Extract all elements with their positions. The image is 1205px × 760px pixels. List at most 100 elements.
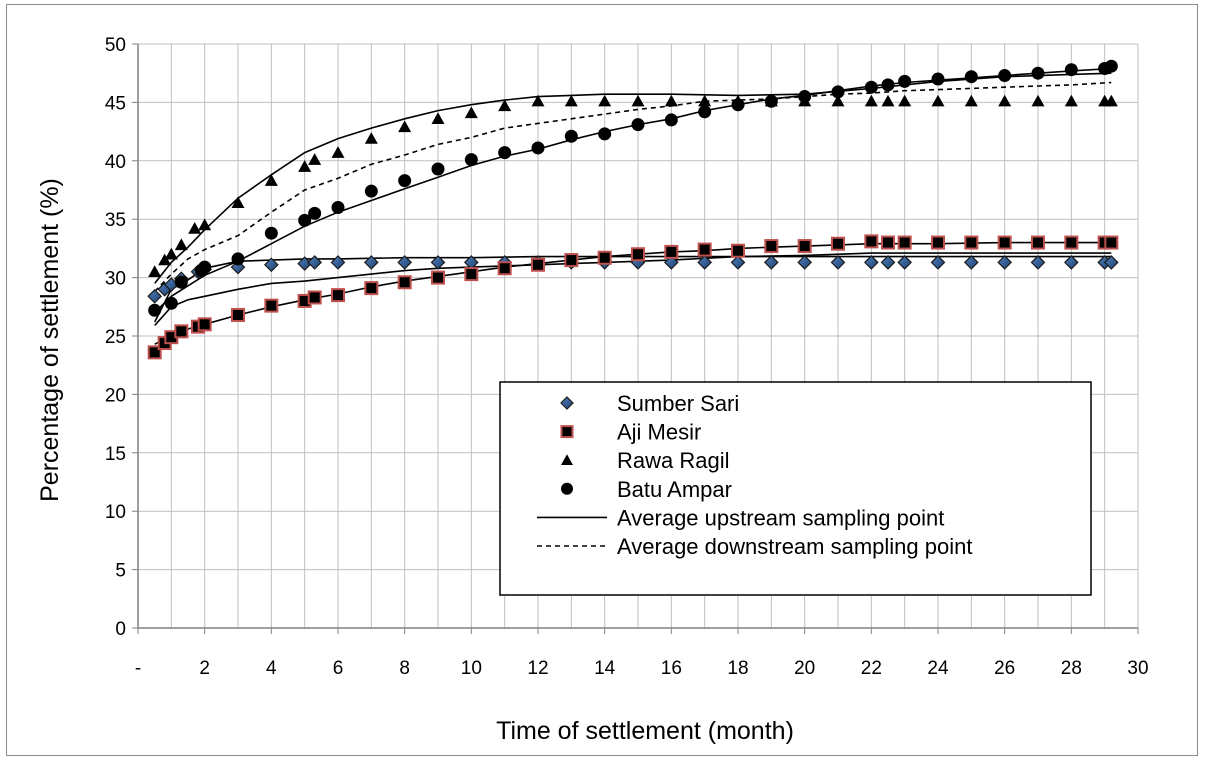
data-point-batu-ampar bbox=[531, 141, 545, 155]
data-point-aji-mesir bbox=[264, 298, 279, 313]
data-point-sumber-sari bbox=[897, 255, 913, 270]
x-tick-label: 20 bbox=[794, 658, 815, 679]
legend: Sumber Sari Aji Mesir Rawa Ragil Batu Ampar… bbox=[499, 381, 1092, 596]
data-point-batu-ampar bbox=[998, 69, 1012, 83]
data-point-batu-ampar bbox=[264, 226, 278, 240]
data-point-batu-ampar bbox=[931, 72, 945, 86]
legend-label-sumber-sari: Sumber Sari bbox=[617, 391, 739, 416]
data-point-batu-ampar bbox=[631, 118, 645, 132]
data-point-rawa-ragil bbox=[881, 94, 895, 107]
y-tick-label: 50 bbox=[105, 35, 126, 56]
data-point-batu-ampar bbox=[148, 303, 162, 317]
data-point-batu-ampar bbox=[431, 162, 445, 176]
x-tick-label: 4 bbox=[266, 658, 277, 679]
data-point-rawa-ragil bbox=[164, 247, 178, 260]
x-tick-label: - bbox=[135, 658, 141, 679]
y-tick-label: 30 bbox=[105, 269, 126, 290]
data-point-aji-mesir bbox=[881, 235, 895, 250]
data-point-rawa-ragil bbox=[431, 112, 445, 124]
data-point-aji-mesir bbox=[197, 317, 212, 332]
data-point-rawa-ragil bbox=[231, 196, 245, 209]
data-point-aji-mesir bbox=[664, 244, 679, 259]
y-tick-label: 40 bbox=[105, 152, 126, 173]
data-point-rawa-ragil bbox=[498, 99, 512, 112]
data-point-sumber-sari bbox=[997, 255, 1013, 270]
y-tick-label: 35 bbox=[105, 210, 126, 231]
data-point-sumber-sari bbox=[1063, 255, 1079, 270]
data-point-rawa-ragil bbox=[864, 94, 878, 107]
data-point-aji-mesir bbox=[1104, 235, 1119, 250]
data-point-rawa-ragil bbox=[158, 253, 172, 266]
data-point-rawa-ragil bbox=[531, 94, 545, 107]
data-point-batu-ampar bbox=[564, 129, 578, 143]
data-point-rawa-ragil bbox=[1064, 94, 1078, 107]
x-tick-label: 16 bbox=[661, 658, 682, 679]
data-point-rawa-ragil bbox=[898, 94, 912, 107]
data-point-sumber-sari bbox=[697, 255, 713, 270]
data-point-batu-ampar bbox=[664, 113, 678, 127]
series-line-trend-6 bbox=[153, 255, 1112, 323]
data-point-batu-ampar bbox=[698, 105, 712, 119]
data-point-batu-ampar bbox=[231, 252, 245, 266]
y-axis-title: Percentage of settlement (%) bbox=[36, 178, 64, 502]
data-point-aji-mesir bbox=[431, 270, 445, 285]
data-point-aji-mesir bbox=[497, 261, 512, 276]
data-point-aji-mesir bbox=[331, 288, 345, 303]
data-point-sumber-sari bbox=[307, 255, 323, 270]
data-point-sumber-sari bbox=[363, 255, 379, 270]
data-point-batu-ampar bbox=[498, 146, 512, 160]
data-point-rawa-ragil bbox=[931, 94, 945, 107]
data-point-rawa-ragil bbox=[264, 174, 278, 186]
data-point-aji-mesir bbox=[964, 235, 979, 250]
legend-box bbox=[499, 381, 1092, 596]
data-point-batu-ampar bbox=[764, 94, 778, 108]
data-point-batu-ampar bbox=[198, 260, 212, 274]
axes bbox=[132, 43, 1139, 634]
data-point-batu-ampar bbox=[798, 90, 812, 104]
y-tick-label: 0 bbox=[115, 619, 126, 640]
data-point-sumber-sari bbox=[763, 255, 779, 270]
data-point-sumber-sari bbox=[830, 255, 846, 270]
data-point-sumber-sari bbox=[1103, 255, 1119, 270]
data-point-rawa-ragil bbox=[664, 94, 678, 107]
y-tick-label: 5 bbox=[115, 561, 126, 582]
data-point-rawa-ragil bbox=[1031, 94, 1045, 107]
data-point-batu-ampar bbox=[598, 127, 612, 141]
legend-label-aji-mesir: Aji Mesir bbox=[617, 420, 701, 445]
data-point-sumber-sari bbox=[1030, 255, 1046, 270]
data-point-aji-mesir bbox=[464, 267, 479, 282]
x-tick-label: 2 bbox=[199, 658, 210, 679]
series-line-average-upstream-sampling-point bbox=[154, 252, 1112, 327]
data-point-rawa-ragil bbox=[1104, 94, 1118, 107]
x-tick-label: 22 bbox=[861, 658, 882, 679]
x-tick-label: 6 bbox=[333, 658, 344, 679]
data-point-aji-mesir bbox=[731, 243, 745, 258]
data-point-aji-mesir bbox=[364, 281, 379, 296]
data-point-batu-ampar bbox=[298, 213, 312, 227]
data-point-batu-ampar bbox=[331, 201, 345, 215]
legend-marker-batu-ampar bbox=[561, 482, 573, 495]
y-tick-label: 10 bbox=[105, 502, 126, 523]
data-point-rawa-ragil bbox=[598, 94, 612, 107]
data-point-aji-mesir bbox=[931, 235, 945, 250]
data-point-batu-ampar bbox=[731, 98, 745, 112]
legend-marker-sumber-sari bbox=[560, 396, 574, 410]
data-point-rawa-ragil bbox=[398, 120, 412, 133]
data-point-rawa-ragil bbox=[331, 146, 345, 158]
data-point-rawa-ragil bbox=[308, 153, 322, 165]
x-tick-label: 18 bbox=[727, 658, 748, 679]
data-point-aji-mesir bbox=[997, 235, 1012, 250]
legend-marker-aji-mesir bbox=[560, 425, 574, 439]
data-point-sumber-sari bbox=[730, 255, 746, 270]
data-point-rawa-ragil bbox=[198, 218, 212, 231]
data-point-batu-ampar bbox=[1031, 66, 1045, 80]
data-point-aji-mesir bbox=[231, 307, 245, 322]
data-point-aji-mesir bbox=[397, 275, 412, 290]
legend-marker-rawa-ragil bbox=[561, 454, 573, 465]
x-tick-label: 10 bbox=[461, 658, 482, 679]
data-point-sumber-sari bbox=[797, 255, 813, 270]
data-point-aji-mesir bbox=[597, 250, 612, 265]
y-tick-label: 25 bbox=[105, 327, 126, 348]
data-point-rawa-ragil bbox=[298, 160, 312, 172]
